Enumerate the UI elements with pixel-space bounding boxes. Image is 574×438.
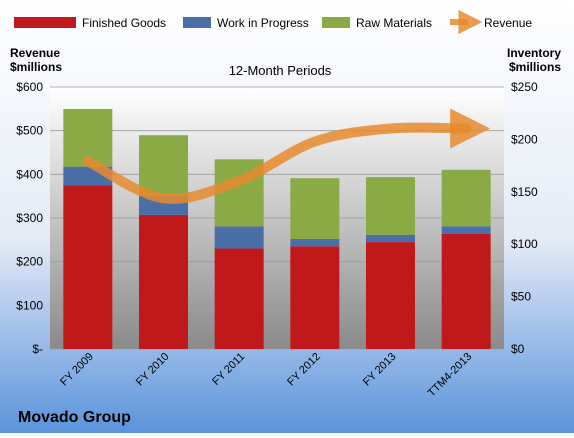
bar-finished-goods-4 [290,246,340,349]
left-tick-label: $300 [16,211,43,225]
legend-swatch-raw-materials [322,17,350,28]
revenue-line [82,108,491,204]
revenue-line-group [82,108,491,204]
legend-label-raw-materials: Raw Materials [356,16,432,30]
right-axis-title-line1: Inventory [507,46,561,60]
legend-label-finished-goods: Finished Goods [82,16,166,30]
bar-finished-goods-3 [214,248,264,349]
right-tick-label: $100 [511,237,538,251]
company-name: Movado Group [18,409,131,426]
bar-raw-materials-2 [139,135,188,196]
legend-label-revenue: Revenue [484,16,532,30]
legend: Finished Goods Work in Progress Raw Mate… [14,10,532,34]
left-axis-title-line1: Revenue [10,46,60,60]
bar-work-in-progress-3 [214,226,264,249]
right-tick-label: $50 [511,290,531,304]
bar-finished-goods-1 [63,185,113,349]
left-tick-label: $400 [16,167,43,181]
bar-work-in-progress-5 [366,234,415,243]
left-axis-ticks: $- $100 $200 $300 $400 $500 $600 [16,80,43,356]
bar-finished-goods-5 [366,242,415,349]
bars [63,109,491,349]
right-axis-ticks: $0 $50 $100 $150 $200 $250 [511,80,538,356]
legend-label-work-in-progress: Work in Progress [217,16,309,30]
bar-finished-goods-6 [441,233,491,349]
bar-work-in-progress-6 [441,226,491,234]
bar-finished-goods-2 [139,214,188,349]
left-tick-label: $- [32,342,43,356]
left-tick-label: $500 [16,124,43,138]
right-tick-label: $0 [511,342,525,356]
bar-raw-materials-4 [290,178,340,239]
chart-subtitle: 12-Month Periods [229,63,332,78]
legend-swatch-work-in-progress [183,17,211,28]
right-axis-title-line2: $millions [509,60,561,74]
right-tick-label: $250 [511,80,538,94]
bar-raw-materials-5 [366,177,415,235]
left-tick-label: $200 [16,255,43,269]
left-tick-label: $100 [16,298,43,312]
bar-raw-materials-6 [441,169,491,227]
right-tick-label: $200 [511,132,538,146]
right-tick-label: $150 [511,185,538,199]
legend-swatch-finished-goods [14,17,76,28]
bar-work-in-progress-4 [290,238,340,247]
left-tick-label: $600 [16,80,43,94]
left-axis-title-line2: $millions [10,60,62,74]
